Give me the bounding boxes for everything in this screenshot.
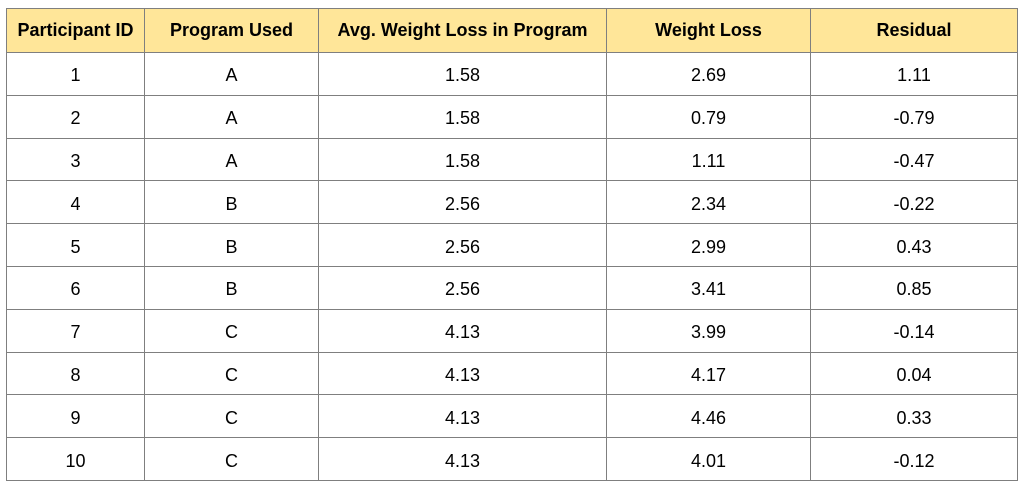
table-row: 4 B 2.56 2.34 -0.22: [6, 180, 1018, 225]
table-cell: -0.22: [810, 180, 1018, 225]
table-cell: 2.56: [318, 265, 607, 310]
table-row: 1 A 1.58 2.69 1.11: [6, 52, 1018, 96]
table-cell: 3: [6, 137, 145, 182]
table-cell: 2.34: [606, 180, 811, 225]
header-cell: Participant ID: [6, 8, 145, 53]
table-row: 8 C 4.13 4.17 0.04: [6, 351, 1018, 396]
header-cell: Weight Loss: [606, 8, 811, 53]
table-cell: 4.13: [318, 351, 607, 396]
table-cell: 1.11: [810, 52, 1018, 96]
table-cell: 4.13: [318, 308, 607, 353]
table-cell: C: [144, 394, 319, 439]
table-cell: 2.56: [318, 223, 607, 267]
table-cell: -0.12: [810, 437, 1018, 481]
table-cell: 0.33: [810, 394, 1018, 439]
table-cell: 3.41: [606, 265, 811, 310]
table-cell: 3.99: [606, 308, 811, 353]
table-cell: 4.01: [606, 437, 811, 481]
table-cell: B: [144, 180, 319, 225]
table-cell: 4.13: [318, 437, 607, 481]
header-cell: Program Used: [144, 8, 319, 53]
table-cell: A: [144, 137, 319, 182]
table-cell: 4.13: [318, 394, 607, 439]
table-cell: 2.99: [606, 223, 811, 267]
table-cell: -0.47: [810, 137, 1018, 182]
table-cell: 1.58: [318, 52, 607, 96]
table-row: 7 C 4.13 3.99 -0.14: [6, 308, 1018, 353]
table-cell: 6: [6, 265, 145, 310]
table-cell: 0.79: [606, 94, 811, 139]
table-cell: 10: [6, 437, 145, 481]
table-cell: -0.14: [810, 308, 1018, 353]
table-cell: -0.79: [810, 94, 1018, 139]
table-cell: A: [144, 94, 319, 139]
table-cell: B: [144, 265, 319, 310]
table-cell: 2.69: [606, 52, 811, 96]
table-row: 9 C 4.13 4.46 0.33: [6, 394, 1018, 439]
table-cell: 9: [6, 394, 145, 439]
table-row: 10 C 4.13 4.01 -0.12: [6, 437, 1018, 481]
table-cell: C: [144, 437, 319, 481]
table-cell: A: [144, 52, 319, 96]
table-cell: 0.04: [810, 351, 1018, 396]
table-cell: C: [144, 308, 319, 353]
table-row: 3 A 1.58 1.11 -0.47: [6, 137, 1018, 182]
table-cell: 4.17: [606, 351, 811, 396]
table-cell: 1.11: [606, 137, 811, 182]
table-cell: 0.85: [810, 265, 1018, 310]
table-cell: C: [144, 351, 319, 396]
table-cell: 2: [6, 94, 145, 139]
table-cell: 4.46: [606, 394, 811, 439]
header-cell: Avg. Weight Loss in Program: [318, 8, 607, 53]
header-cell: Residual: [810, 8, 1018, 53]
table-cell: 1.58: [318, 137, 607, 182]
table-cell: 7: [6, 308, 145, 353]
header-row: Participant ID Program Used Avg. Weight Lo…: [6, 8, 1018, 53]
table-cell: 1: [6, 52, 145, 96]
table-cell: 0.43: [810, 223, 1018, 267]
table-cell: 1.58: [318, 94, 607, 139]
table-cell: 2.56: [318, 180, 607, 225]
data-table: Participant ID Program Used Avg. Weight Lo…: [6, 8, 1018, 481]
table-row: 6 B 2.56 3.41 0.85: [6, 265, 1018, 310]
table-body: 1 A 1.58 2.69 1.11 2 A 1.58 0.79 -0.79 3 A 1.58 1.11-…: [6, 52, 1018, 481]
table-cell: B: [144, 223, 319, 267]
table-cell: 4: [6, 180, 145, 225]
table-cell: 8: [6, 351, 145, 396]
table-cell: 5: [6, 223, 145, 267]
table-row: 5 B 2.56 2.99 0.43: [6, 223, 1018, 267]
table-row: 2 A 1.58 0.79 -0.79: [6, 94, 1018, 139]
